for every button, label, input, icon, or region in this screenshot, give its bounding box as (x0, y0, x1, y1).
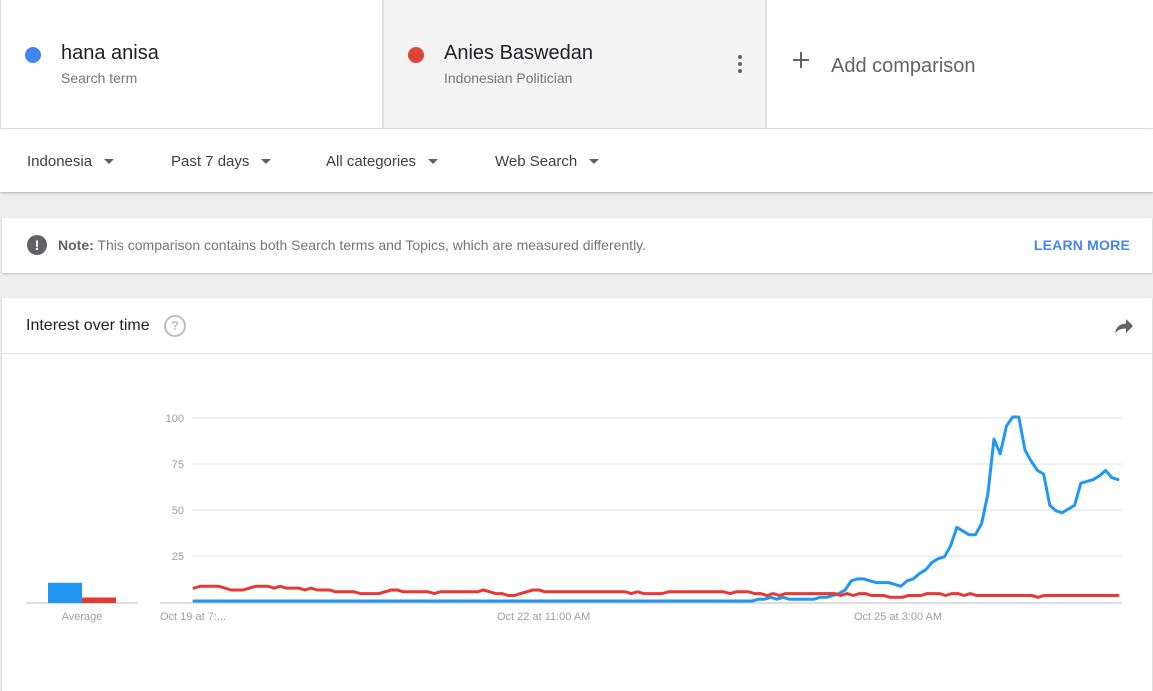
x-tick-label: Oct 22 at 11:00 AM (497, 611, 590, 623)
note-prefix: Note: (58, 237, 94, 253)
help-icon[interactable]: ? (164, 315, 186, 337)
average-bar (48, 582, 82, 603)
interest-over-time-card: Interest over time ? 100 75 50 25 Oct 19 at … (2, 298, 1152, 691)
search-type-value: Web Search (495, 153, 578, 170)
share-icon[interactable] (1114, 318, 1134, 334)
note-card: ! Note: This comparison contains both Se… (2, 218, 1152, 273)
learn-more-link[interactable]: LEARN MORE (1033, 237, 1130, 253)
time-range-dropdown[interactable]: Past 7 days (171, 153, 272, 170)
series-line-hana-anisa (192, 415, 1120, 603)
chart-title: Interest over time (26, 317, 150, 334)
add-comparison-button[interactable]: Add comparison (766, 0, 1153, 128)
filter-bar: Indonesia Past 7 days All categories Web… (0, 129, 1153, 192)
term-card-hana-anisa[interactable]: hana anisa Search term (0, 0, 383, 128)
y-tick-label: 50 (172, 505, 184, 517)
average-bar (82, 597, 116, 603)
caret-down-icon (428, 159, 439, 164)
term-name: Anies Baswedan (444, 42, 593, 64)
line-chart: 100 75 50 25 Oct 19 at 7:... Oct 22 at 11:00 … (26, 413, 1122, 623)
category-value: All categories (326, 153, 417, 170)
comparison-bar: hana anisa Search term Anies Baswedan In… (0, 0, 1153, 129)
search-type-dropdown[interactable]: Web Search (495, 153, 600, 170)
average-label: Average (62, 611, 103, 623)
add-comparison-label: Add comparison (831, 55, 976, 77)
term-subtitle: Search term (61, 70, 138, 86)
note-body: This comparison contains both Search ter… (97, 237, 647, 253)
note-text: Note: This comparison contains both Sear… (58, 237, 646, 253)
y-tick-label: 75 (172, 459, 184, 471)
term-subtitle: Indonesian Politician (444, 70, 573, 86)
region-value: Indonesia (27, 153, 93, 170)
series-color-dot (25, 47, 41, 63)
alert-icon: ! (27, 235, 47, 255)
x-tick-label: Oct 25 at 3:00 AM (854, 611, 942, 623)
caret-down-icon (589, 159, 600, 164)
x-tick-label: Oct 19 at 7:... (160, 611, 226, 623)
time-range-value: Past 7 days (171, 153, 250, 170)
more-vert-icon[interactable] (737, 55, 743, 73)
series-color-dot (408, 47, 424, 63)
term-card-anies-baswedan[interactable]: Anies Baswedan Indonesian Politician (383, 0, 766, 128)
y-tick-label: 100 (166, 413, 184, 425)
term-name: hana anisa (61, 42, 159, 64)
region-dropdown[interactable]: Indonesia (27, 153, 115, 170)
caret-down-icon (104, 159, 115, 164)
caret-down-icon (261, 159, 272, 164)
plus-icon (793, 52, 809, 68)
card-divider (2, 353, 1152, 354)
category-dropdown[interactable]: All categories (326, 153, 439, 170)
y-tick-label: 25 (172, 551, 184, 563)
series-line-anies-baswedan (192, 584, 1120, 599)
